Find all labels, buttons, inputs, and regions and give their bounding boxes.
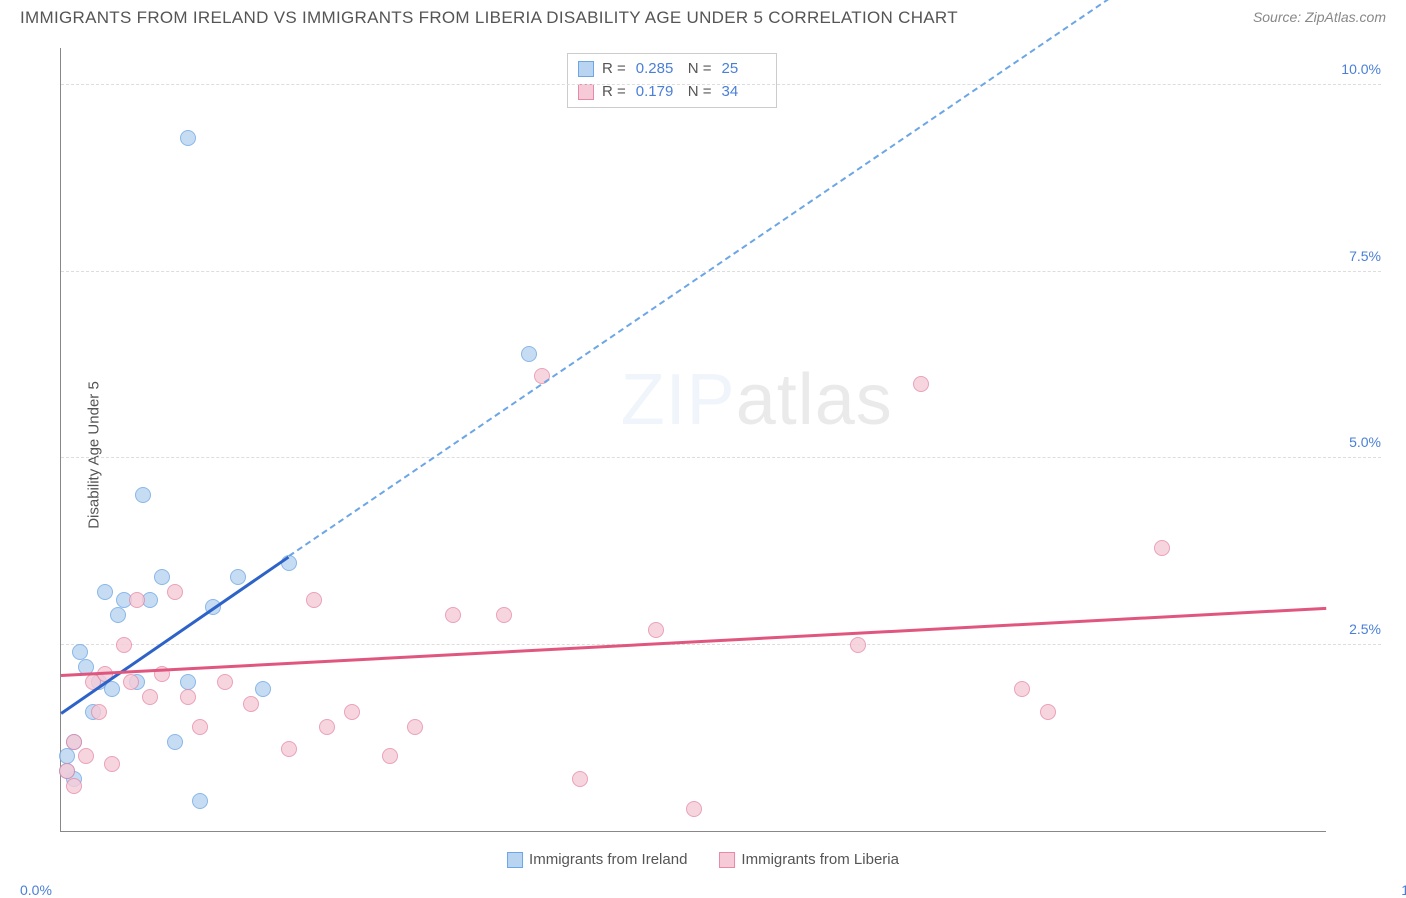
trend-line bbox=[61, 607, 1326, 677]
plot-region: ZIPatlas R =0.285N =25R =0.179N =34 2.5%… bbox=[60, 48, 1326, 832]
data-point bbox=[306, 592, 322, 608]
watermark: ZIPatlas bbox=[621, 359, 893, 441]
gridline bbox=[61, 271, 1381, 272]
watermark-zip: ZIP bbox=[621, 360, 736, 440]
data-point bbox=[192, 793, 208, 809]
n-label: N = bbox=[688, 58, 712, 81]
data-point bbox=[78, 748, 94, 764]
data-point bbox=[521, 346, 537, 362]
data-point bbox=[648, 622, 664, 638]
y-tick-label: 7.5% bbox=[1331, 248, 1381, 264]
data-point bbox=[110, 607, 126, 623]
data-point bbox=[142, 689, 158, 705]
data-point bbox=[344, 704, 360, 720]
y-tick-label: 10.0% bbox=[1331, 61, 1381, 77]
data-point bbox=[243, 696, 259, 712]
stats-legend: R =0.285N =25R =0.179N =34 bbox=[567, 53, 777, 108]
data-point bbox=[167, 734, 183, 750]
data-point bbox=[255, 681, 271, 697]
gridline bbox=[61, 84, 1381, 85]
y-tick-label: 5.0% bbox=[1331, 434, 1381, 450]
data-point bbox=[59, 763, 75, 779]
gridline bbox=[61, 644, 1381, 645]
data-point bbox=[1154, 540, 1170, 556]
data-point bbox=[91, 704, 107, 720]
series-swatch bbox=[507, 852, 523, 868]
data-point bbox=[154, 569, 170, 585]
source-value: ZipAtlas.com bbox=[1305, 9, 1386, 25]
stats-row: R = 0.285 N = 25 bbox=[578, 58, 766, 81]
data-point bbox=[180, 130, 196, 146]
n-value: 25 bbox=[722, 58, 766, 81]
data-point bbox=[407, 719, 423, 735]
data-point bbox=[180, 674, 196, 690]
data-point bbox=[180, 689, 196, 705]
series-swatch bbox=[578, 84, 594, 100]
data-point bbox=[281, 741, 297, 757]
data-point bbox=[230, 569, 246, 585]
chart-area: Disability Age Under 5 ZIPatlas R =0.285… bbox=[20, 38, 1386, 872]
data-point bbox=[66, 734, 82, 750]
source-label: Source: bbox=[1253, 9, 1305, 25]
data-point bbox=[129, 592, 145, 608]
data-point bbox=[72, 644, 88, 660]
data-point bbox=[445, 607, 461, 623]
r-label: R = bbox=[602, 58, 626, 81]
series-swatch bbox=[578, 61, 594, 77]
series-name: Immigrants from Ireland bbox=[529, 851, 687, 868]
x-tick-max: 10.0% bbox=[1401, 882, 1406, 898]
data-point bbox=[319, 719, 335, 735]
data-point bbox=[135, 487, 151, 503]
data-point bbox=[686, 801, 702, 817]
data-point bbox=[850, 637, 866, 653]
source: Source: ZipAtlas.com bbox=[1253, 9, 1386, 27]
r-value: 0.285 bbox=[636, 58, 680, 81]
data-point bbox=[913, 376, 929, 392]
data-point bbox=[104, 756, 120, 772]
legend-item: Immigrants from Ireland bbox=[507, 851, 687, 868]
data-point bbox=[66, 778, 82, 794]
data-point bbox=[217, 674, 233, 690]
gridline bbox=[61, 457, 1381, 458]
data-point bbox=[167, 584, 183, 600]
data-point bbox=[382, 748, 398, 764]
series-swatch bbox=[719, 852, 735, 868]
data-point bbox=[116, 637, 132, 653]
data-point bbox=[97, 584, 113, 600]
data-point bbox=[1014, 681, 1030, 697]
series-name: Immigrants from Liberia bbox=[741, 851, 899, 868]
data-point bbox=[496, 607, 512, 623]
y-tick-label: 2.5% bbox=[1331, 621, 1381, 637]
chart-title: IMMIGRANTS FROM IRELAND VS IMMIGRANTS FR… bbox=[20, 8, 958, 28]
legend: Immigrants from Ireland Immigrants from L… bbox=[507, 851, 899, 868]
legend-item: Immigrants from Liberia bbox=[719, 851, 899, 868]
x-tick-min: 0.0% bbox=[20, 882, 52, 898]
data-point bbox=[192, 719, 208, 735]
data-point bbox=[59, 748, 75, 764]
data-point bbox=[572, 771, 588, 787]
data-point bbox=[123, 674, 139, 690]
data-point bbox=[1040, 704, 1056, 720]
watermark-atlas: atlas bbox=[736, 360, 893, 440]
